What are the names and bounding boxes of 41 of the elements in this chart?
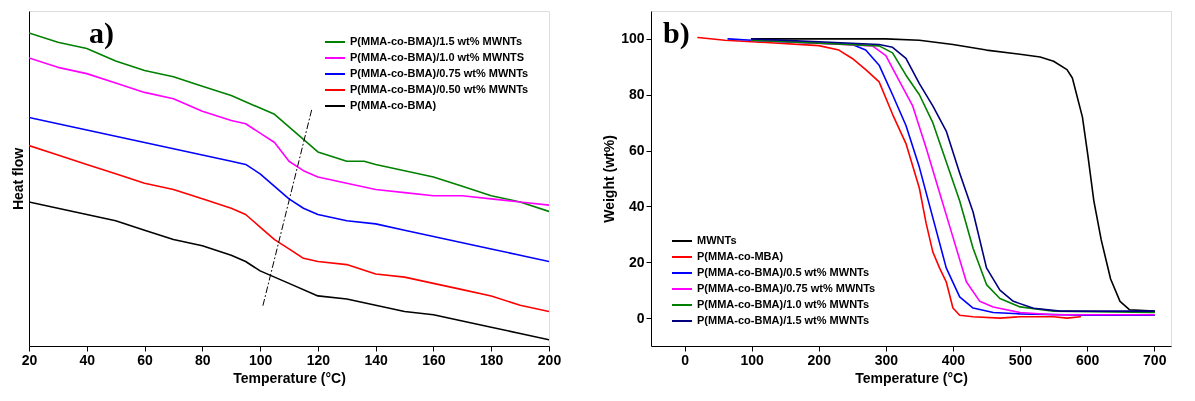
x-tick-label: 400 xyxy=(941,351,966,368)
x-tick-label: 160 xyxy=(422,351,446,368)
x-tick-label: 100 xyxy=(248,351,273,368)
x-tick-label: 600 xyxy=(1075,351,1100,368)
x-tick-label: 100 xyxy=(740,351,765,368)
x-axis-title: Temperature (°C) xyxy=(233,369,346,386)
legend-label: P(MMA-co-BMA)/1.0 wt% MWNTs xyxy=(697,298,870,310)
legend-label: P(MMA-co-BMA)/1.5 wt% MWNTs xyxy=(350,35,523,47)
y-tick-label: 60 xyxy=(628,142,645,159)
x-tick-label: 120 xyxy=(306,351,331,368)
x-tick-label: 180 xyxy=(480,351,504,368)
x-tick-label: 40 xyxy=(79,351,96,368)
legend-label: P(MMA-co-MBA) xyxy=(697,250,784,262)
legend-label: MWNTs xyxy=(697,234,737,246)
x-tick-label: 0 xyxy=(681,351,690,368)
x-tick-label: 500 xyxy=(1008,351,1033,368)
x-tick-label: 300 xyxy=(874,351,899,368)
x-tick-label: 200 xyxy=(537,351,562,368)
legend-label: P(MMA-co-BMA) xyxy=(350,99,437,111)
x-tick-label: 200 xyxy=(807,351,832,368)
y-axis-title: Weight (wt%) xyxy=(601,135,618,223)
legend-label: P(MMA-co-BMA)/0.50 wt% MWNTs xyxy=(350,83,529,95)
x-tick-label: 140 xyxy=(364,351,389,368)
x-axis-title: Temperature (°C) xyxy=(855,369,968,386)
y-tick-label: 80 xyxy=(628,86,645,103)
legend-label: P(MMA-co-BMA)/0.75 wt% MWNTs xyxy=(350,67,529,79)
y-tick-label: 40 xyxy=(628,197,645,214)
x-tick-label: 60 xyxy=(137,351,154,368)
x-tick-label: 700 xyxy=(1143,351,1167,368)
y-tick-label: 100 xyxy=(621,30,645,47)
legend-label: P(MMA-co-BMA)/0.5 wt% MWNTs xyxy=(697,266,870,278)
annotation: a) xyxy=(89,16,114,50)
legend-label: P(MMA-co-BMA)/1.0 wt% MWNTS xyxy=(350,51,525,63)
x-tick-label: 20 xyxy=(21,351,38,368)
y-tick-label: 20 xyxy=(628,253,645,270)
x-tick-label: 80 xyxy=(195,351,211,368)
y-tick-label: 0 xyxy=(636,309,645,326)
legend-label: P(MMA-co-BMA)/1.5 wt% MWNTs xyxy=(697,314,870,326)
y-axis-title: Heat flow xyxy=(9,147,26,211)
annotation: b) xyxy=(663,16,690,50)
legend-label: P(MMA-co-BMA)/0.75 wt% MWNTs xyxy=(697,282,876,294)
